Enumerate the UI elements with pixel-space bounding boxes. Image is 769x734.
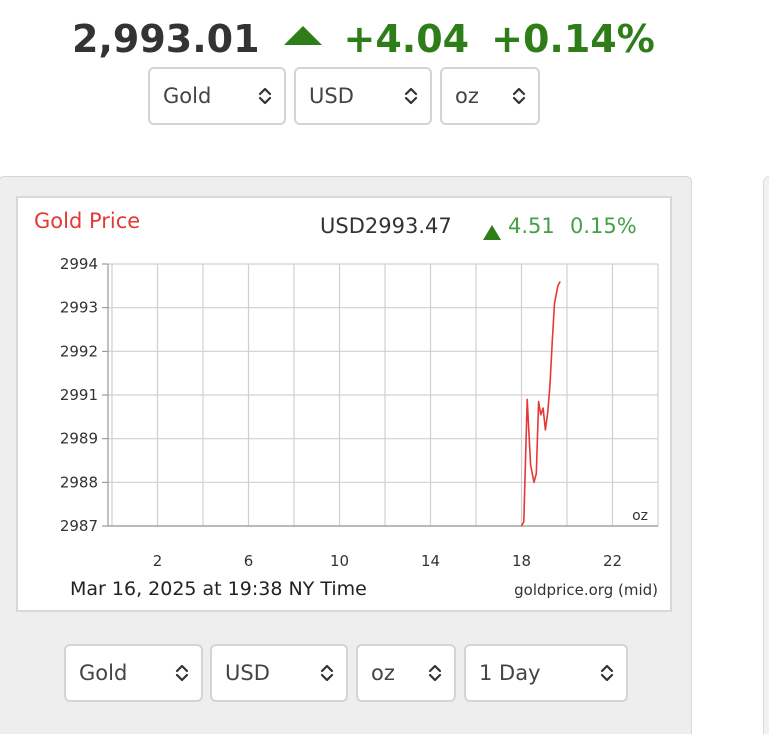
chevron-up-down-icon — [320, 664, 334, 682]
chart-metal-select[interactable]: Gold — [64, 644, 203, 702]
chart-unit-select[interactable]: oz — [356, 644, 456, 702]
y-tick-label: 2987 — [60, 517, 98, 535]
live-price-header: 2,993.01 +4.04 +0.14% — [72, 14, 655, 64]
x-tick-label: 2 — [153, 552, 163, 570]
y-tick-label: 2992 — [60, 342, 98, 360]
x-tick-label: 10 — [330, 552, 349, 570]
chart-change: 4.51 — [508, 214, 555, 238]
metal-select[interactable]: Gold — [148, 67, 286, 125]
live-price: 2,993.01 — [72, 17, 260, 61]
chart-up-arrow-icon — [483, 225, 501, 240]
chart-container: 2994 2993 2992 2991 2989 2988 2987 2 6 10 14 18 22 … — [16, 196, 672, 612]
metal-select-value: Gold — [163, 84, 212, 108]
y-tick-label: 2988 — [60, 473, 98, 491]
y-tick-label: 2991 — [60, 386, 98, 404]
currency-select-value: USD — [309, 84, 354, 108]
price-change-percent: +0.14% — [491, 17, 655, 61]
chevron-up-down-icon — [175, 664, 189, 682]
x-tick-label: 14 — [421, 552, 440, 570]
y-axis-ticks: 2994 2993 2992 2991 2989 2988 2987 — [60, 255, 98, 535]
chart-range-select[interactable]: 1 Day — [464, 644, 628, 702]
x-axis-ticks: 2 6 10 14 18 22 — [153, 552, 622, 570]
chart-grid — [102, 263, 659, 527]
chart-timestamp: Mar 16, 2025 at 19:38 NY Time — [70, 578, 367, 600]
chart-unit-select-value: oz — [371, 661, 395, 685]
adjacent-panel — [763, 176, 769, 734]
chart-metal-select-value: Gold — [79, 661, 128, 685]
unit-select-value: oz — [455, 84, 479, 108]
unit-select[interactable]: oz — [440, 67, 540, 125]
x-tick-label: 6 — [244, 552, 254, 570]
up-arrow-icon — [283, 25, 322, 45]
chart-currency-select-value: USD — [225, 661, 270, 685]
chart-price: USD2993.47 — [320, 214, 452, 238]
currency-select[interactable]: USD — [294, 67, 432, 125]
chevron-up-down-icon — [404, 87, 418, 105]
price-line — [520, 281, 561, 527]
price-change: +4.04 — [343, 17, 470, 61]
chevron-up-down-icon — [428, 664, 442, 682]
y-tick-label: 2993 — [60, 299, 98, 317]
chart-source: goldprice.org (mid) — [514, 581, 658, 599]
chart-title: Gold Price — [34, 209, 140, 233]
x-tick-label: 18 — [512, 552, 531, 570]
chevron-up-down-icon — [512, 87, 526, 105]
chart-change-percent: 0.15% — [570, 214, 637, 238]
x-tick-label: 22 — [603, 552, 622, 570]
chevron-up-down-icon — [600, 664, 614, 682]
chevron-up-down-icon — [258, 87, 272, 105]
unit-label: oz — [632, 508, 648, 524]
chart-range-select-value: 1 Day — [479, 661, 541, 685]
y-tick-label: 2989 — [60, 430, 98, 448]
y-tick-label: 2994 — [60, 255, 98, 273]
chart-currency-select[interactable]: USD — [210, 644, 348, 702]
